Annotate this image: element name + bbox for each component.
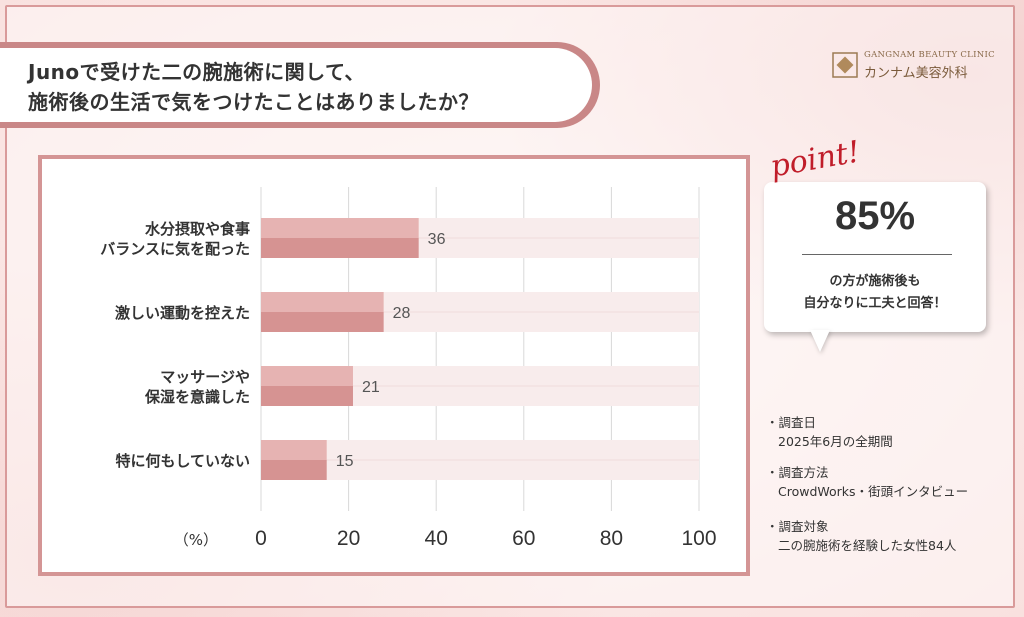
title-line-2: 施術後の生活で気をつけたことはありましたか？ (28, 90, 479, 114)
category-label: 保湿を意識した (144, 388, 250, 406)
survey-method-label: ・調査方法 (766, 465, 829, 480)
category-label: バランスに気を配った (100, 240, 250, 258)
bar-value-label: 21 (362, 379, 380, 396)
survey-method-value: CrowdWorks・街頭インタビュー (778, 484, 969, 499)
survey-date-value: 2025年6月の全期間 (778, 434, 893, 449)
logo-mark-icon (832, 52, 858, 78)
survey-method: ・調査方法 CrowdWorks・街頭インタビュー (766, 462, 1006, 500)
chart-panel: 36 水分摂取や食事バランスに気を配った 28 激しい運動を控えた 21 マッサージや保湿… (38, 155, 750, 576)
logo-text-jp: カンナム美容外科 (864, 66, 968, 81)
speech-tail (810, 330, 830, 352)
survey-date: ・調査日 2025年6月の全期間 (766, 412, 1006, 450)
x-tick-label: 40 (425, 527, 448, 550)
survey-date-label: ・調査日 (766, 415, 817, 430)
x-tick-label: 100 (681, 527, 716, 550)
category-label: 激しい運動を控えた (115, 304, 250, 322)
title-panel: Junoで受けた二の腕施術に関して、 施術後の生活で気をつけたことはありましたか… (0, 48, 592, 122)
survey-target-label: ・調査対象 (766, 519, 829, 534)
survey-target-value: 二の腕施術を経験した女性84人 (778, 538, 957, 553)
bar-upper (261, 440, 327, 460)
bar-upper (261, 366, 353, 386)
category-label: 特に何もしていない (115, 452, 250, 470)
bar-upper (261, 292, 384, 312)
bar-upper (261, 218, 419, 238)
point-card: 85% の方が施術後も 自分なりに工夫と回答！ (764, 182, 986, 332)
bar-value-label: 15 (336, 453, 354, 470)
point-divider (802, 254, 952, 255)
x-axis-unit-label: （%） (174, 531, 218, 549)
bar-value-label: 28 (393, 305, 411, 322)
point-text-1: の方が施術後も (829, 274, 921, 289)
category-label: マッサージや (160, 368, 250, 386)
x-tick-label: 60 (512, 527, 535, 550)
x-tick-label: 80 (600, 527, 623, 550)
survey-target: ・調査対象 二の腕施術を経験した女性84人 (766, 516, 1006, 554)
point-callout: 85% の方が施術後も 自分なりに工夫と回答！ point! (758, 134, 998, 360)
bar-lower (261, 386, 353, 406)
point-text-2: 自分なりに工夫と回答！ (803, 296, 947, 311)
bar-value-label: 36 (428, 231, 446, 248)
logo-text-en: GANGNAM BEAUTY CLINIC (864, 50, 995, 60)
point-heading: point! (767, 134, 863, 185)
bar-lower (261, 460, 327, 480)
category-label: 水分摂取や食事 (145, 220, 250, 238)
title-line-1: Junoで受けた二の腕施術に関して、 (28, 60, 366, 84)
point-value: 85% (834, 194, 916, 238)
bar-lower (261, 238, 419, 258)
x-tick-label: 20 (337, 527, 360, 550)
x-tick-label: 0 (255, 527, 267, 550)
bar-lower (261, 312, 384, 332)
clinic-logo: GANGNAM BEAUTY CLINIC カンナム美容外科 (832, 50, 995, 84)
